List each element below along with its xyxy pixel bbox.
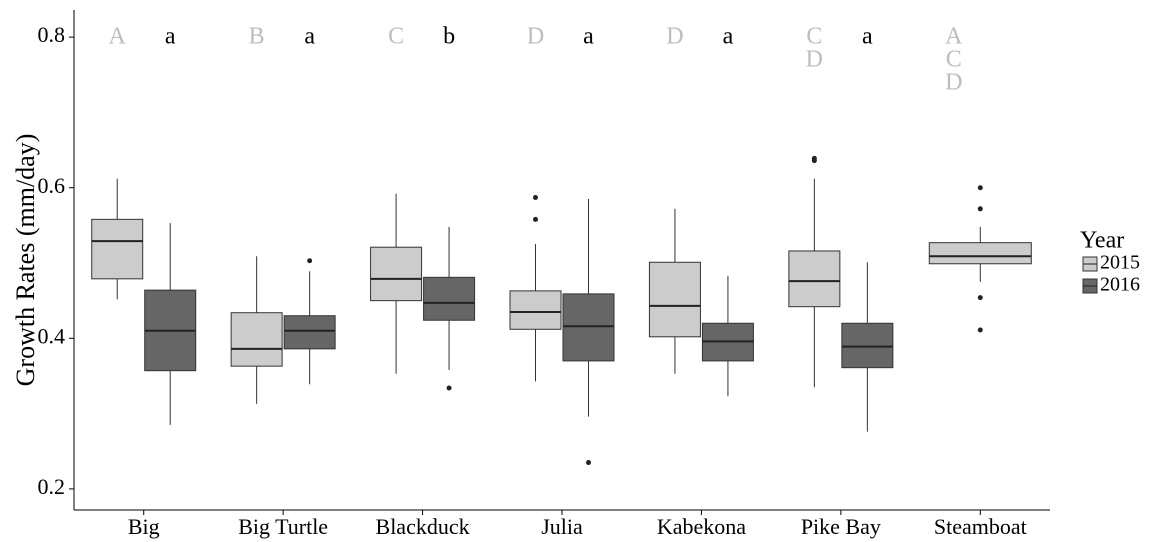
significance-letter: D	[666, 24, 683, 50]
legend-title: Year	[1080, 228, 1124, 254]
legend-label: 2015	[1100, 252, 1140, 274]
significance-letter: A	[945, 24, 963, 50]
outlier	[811, 158, 817, 164]
outlier	[533, 216, 538, 222]
box	[91, 218, 144, 280]
significance-letter: b	[443, 24, 455, 50]
significance-letter: D	[945, 70, 962, 96]
significance-letter: D	[806, 47, 823, 73]
significance-letter: a	[583, 24, 594, 50]
significance-letter: a	[304, 24, 315, 50]
significance-letter: C	[388, 24, 404, 50]
outlier	[977, 185, 983, 191]
significance-letter: C	[946, 47, 962, 73]
box	[788, 250, 841, 308]
box	[370, 246, 423, 302]
significance-letter: a	[862, 24, 873, 50]
significance-letter: C	[806, 24, 822, 50]
y-tick-label: 0.6	[38, 173, 66, 198]
box	[423, 276, 476, 321]
box	[928, 242, 1032, 265]
x-tick-label: Kabekona	[657, 514, 746, 539]
y-axis-label: Growth Rates (mm/day)	[11, 134, 40, 387]
outlier	[977, 295, 983, 301]
x-tick-label: Big	[128, 514, 160, 539]
x-tick-label: Julia	[541, 514, 583, 539]
x-tick-label: Big Turtle	[238, 514, 328, 539]
outlier	[533, 195, 538, 200]
box	[648, 261, 701, 338]
outlier	[977, 206, 983, 212]
legend-label: 2016	[1100, 274, 1140, 296]
box	[841, 322, 894, 369]
x-tick-label: Steamboat	[934, 514, 1027, 539]
outlier	[977, 327, 983, 333]
outlier	[446, 385, 452, 391]
box	[562, 293, 615, 362]
significance-letter: A	[109, 24, 127, 50]
significance-letter: D	[527, 24, 544, 50]
x-tick-label: Pike Bay	[801, 514, 881, 539]
significance-letter: a	[723, 24, 734, 50]
box	[230, 312, 283, 367]
y-tick-label: 0.2	[38, 474, 66, 499]
x-tick-label: Blackduck	[376, 514, 470, 539]
significance-letter: B	[249, 24, 265, 50]
box	[509, 290, 562, 330]
box	[283, 315, 336, 350]
outlier	[307, 258, 313, 264]
y-tick-label: 0.8	[38, 22, 66, 47]
y-tick-label: 0.4	[38, 323, 66, 348]
significance-letter: a	[165, 24, 176, 50]
outlier	[586, 460, 591, 466]
